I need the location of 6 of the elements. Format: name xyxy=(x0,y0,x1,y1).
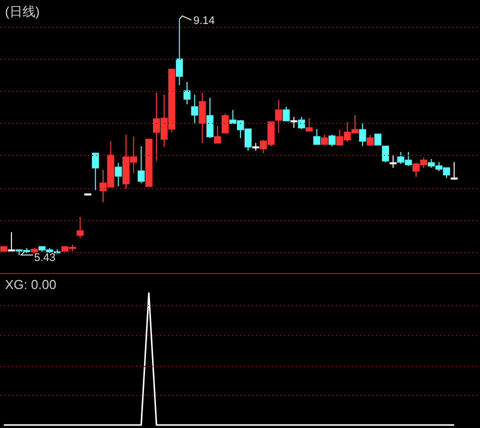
annotation-pointer: 9.14 xyxy=(178,15,215,27)
chart-title: XG: 0.00 xyxy=(5,277,56,292)
chart-title: (日线) xyxy=(5,4,40,19)
annotation: 5.43 xyxy=(34,252,56,264)
annotation: 9.14 xyxy=(193,15,215,27)
annotation-pointer: 5.43 xyxy=(20,252,56,264)
